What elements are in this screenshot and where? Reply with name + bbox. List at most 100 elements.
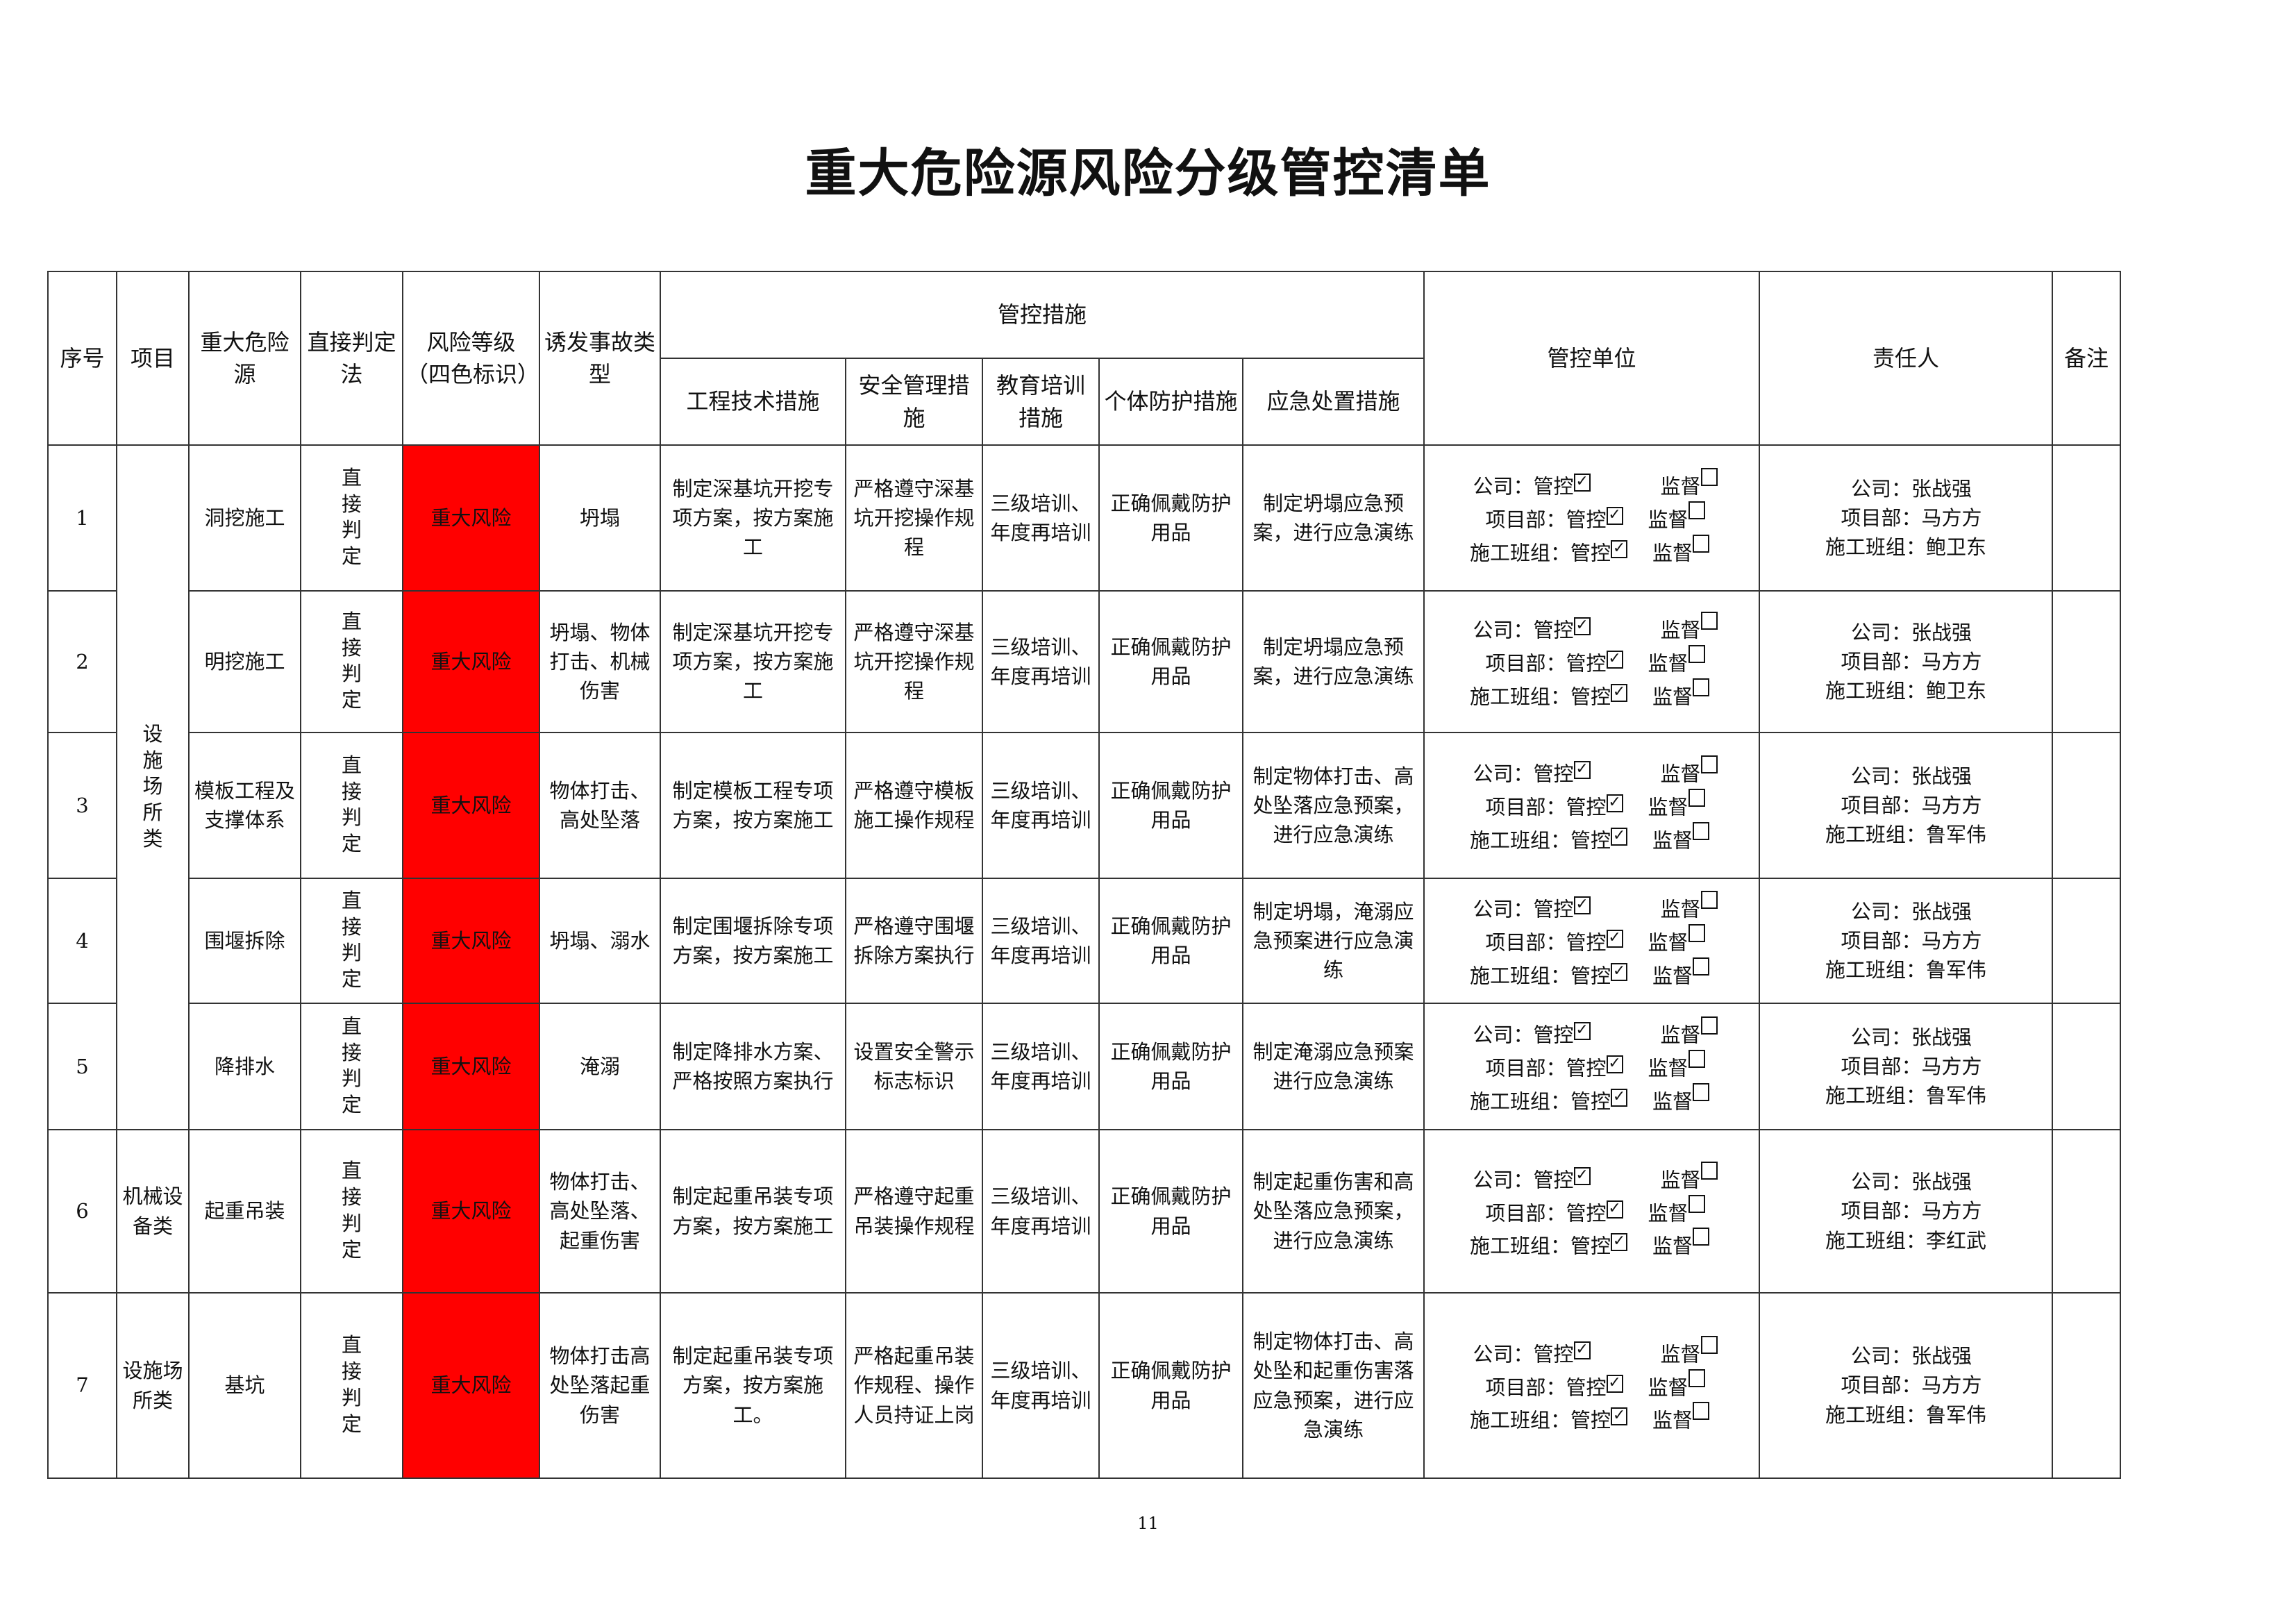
ppe-measure-cell: 正确佩戴防护用品 — [1098, 878, 1243, 1004]
supervise-label: 监督 — [1652, 541, 1693, 565]
supervise-checkbox[interactable] — [1693, 1402, 1710, 1421]
supervise-label: 监督 — [1660, 475, 1701, 499]
person-project: 项目部：马方方 — [1841, 649, 1982, 673]
supervise-checkbox[interactable] — [1700, 468, 1718, 487]
control-checkbox[interactable]: ✓ — [1606, 1374, 1623, 1393]
page-number: 11 — [1137, 1514, 1159, 1533]
remark-cell — [2052, 732, 2122, 879]
supervise-checkbox[interactable] — [1688, 924, 1705, 943]
method-cell: 直接判定 — [300, 732, 403, 879]
supervise-label: 监督 — [1652, 964, 1693, 988]
control-checkbox[interactable]: ✓ — [1611, 1407, 1628, 1426]
supervise-label: 监督 — [1652, 1089, 1693, 1114]
control-checkbox[interactable]: ✓ — [1606, 507, 1623, 526]
control-checkbox[interactable]: ✓ — [1611, 539, 1628, 558]
risk-level-cell: 重大风险 — [402, 1292, 540, 1479]
method-label: 直接判定 — [342, 888, 362, 991]
control-checkbox[interactable]: ✓ — [1611, 962, 1628, 981]
control-checkbox[interactable]: ✓ — [1611, 683, 1628, 702]
page-title: 重大危险源风险分级管控清单 — [805, 144, 1491, 203]
hazard-cell: 起重吊装 — [188, 1129, 301, 1294]
remark-cell — [2052, 1129, 2122, 1294]
supervise-checkbox[interactable] — [1688, 789, 1705, 807]
remark-cell — [2052, 444, 2122, 592]
control-label: 管控 — [1570, 1409, 1611, 1432]
supervise-checkbox[interactable] — [1688, 1368, 1705, 1387]
supervise-checkbox[interactable] — [1700, 755, 1718, 774]
supervise-label: 监督 — [1648, 508, 1689, 532]
control-checkbox[interactable]: ✓ — [1611, 1088, 1628, 1107]
table-row: 1 设施场所类 洞挖施工 直接判定 重大风险 坍塌 制定深基坑开挖专项方案，按方案施工 严格遵… — [47, 444, 2122, 1130]
control-checkbox[interactable]: ✓ — [1573, 474, 1591, 492]
supervise-checkbox[interactable] — [1693, 957, 1710, 976]
seq-cell: 7 — [47, 1292, 117, 1479]
control-label: 管控 — [1533, 898, 1574, 922]
supervise-checkbox[interactable] — [1700, 612, 1718, 630]
control-label: 管控 — [1533, 619, 1574, 643]
method-label: 直接判定 — [342, 1159, 362, 1262]
control-checkbox[interactable]: ✓ — [1606, 794, 1623, 813]
person-cell: 公司：张战强 项目部：马方方 施工班组：鲁军伟 — [1759, 878, 2054, 1004]
supervise-checkbox[interactable] — [1693, 678, 1710, 696]
control-checkbox[interactable]: ✓ — [1573, 1022, 1591, 1041]
supervise-label: 监督 — [1660, 1168, 1701, 1192]
supervise-checkbox[interactable] — [1693, 534, 1710, 553]
unit-line: 公司：管控 ✓ 监督 — [1427, 755, 1756, 789]
control-checkbox[interactable]: ✓ — [1611, 1233, 1628, 1252]
person-project: 项目部：马方方 — [1841, 1199, 1982, 1223]
person-cell: 公司：张战强 项目部：马方方 施工班组：鲁军伟 — [1759, 1003, 2054, 1130]
supervise-checkbox[interactable] — [1700, 891, 1718, 910]
seq-cell: 6 — [47, 1129, 117, 1294]
header-remark: 备注 — [2052, 271, 2122, 446]
control-checkbox[interactable]: ✓ — [1573, 1166, 1591, 1185]
supervise-label: 监督 — [1652, 1234, 1693, 1258]
control-checkbox[interactable]: ✓ — [1606, 930, 1623, 948]
control-checkbox[interactable]: ✓ — [1573, 1341, 1591, 1359]
hazard-cell: 明挖施工 — [188, 590, 301, 733]
supervise-checkbox[interactable] — [1688, 501, 1705, 520]
hazard-cell: 模板工程及支撑体系 — [188, 732, 301, 879]
control-checkbox[interactable]: ✓ — [1573, 617, 1591, 636]
supervise-checkbox[interactable] — [1693, 821, 1710, 840]
person-project: 项目部：马方方 — [1841, 1054, 1982, 1078]
control-checkbox[interactable]: ✓ — [1606, 651, 1623, 669]
unit-line: 项目部：管控 ✓ 监督 — [1427, 1050, 1756, 1083]
unit-label: 施工班组： — [1470, 1234, 1571, 1258]
method-label: 直接判定 — [342, 1014, 362, 1116]
table-row: 3 模板工程及支撑体系 直接判定 重大风险 物体打击、高处坠落 制定模板工程专项方案，按方… — [47, 732, 2122, 879]
supervise-checkbox[interactable] — [1700, 1335, 1718, 1354]
hazard-cell: 基坑 — [188, 1292, 301, 1479]
supervise-checkbox[interactable] — [1693, 1082, 1710, 1101]
person-company: 公司：张战强 — [1851, 1170, 1972, 1194]
header-measures: 管控措施 — [659, 271, 1425, 359]
control-checkbox[interactable]: ✓ — [1606, 1055, 1623, 1074]
method-cell: 直接判定 — [300, 1003, 403, 1130]
unit-cell: 公司：管控 ✓ 监督 项目部：管控 ✓ 监督 施工班组：管控 ✓ 监督 — [1423, 590, 1761, 733]
supervise-checkbox[interactable] — [1688, 645, 1705, 664]
method-label: 直接判定 — [342, 465, 362, 568]
supervise-checkbox[interactable] — [1693, 1228, 1710, 1246]
supervise-checkbox[interactable] — [1700, 1016, 1718, 1035]
person-project: 项目部：马方方 — [1841, 928, 1982, 953]
seq-cell: 5 — [47, 1003, 117, 1130]
supervise-checkbox[interactable] — [1700, 1161, 1718, 1180]
eng-measure-cell: 制定模板工程专项方案，按方案施工 — [660, 732, 846, 879]
unit-label: 公司： — [1473, 475, 1534, 499]
control-label: 管控 — [1533, 1023, 1574, 1048]
control-checkbox[interactable]: ✓ — [1573, 761, 1591, 780]
supervise-label: 监督 — [1648, 1056, 1689, 1080]
person-cell: 公司：张战强 项目部：马方方 施工班组：鲁军伟 — [1759, 1292, 2054, 1479]
person-cell: 公司：张战强 项目部：马方方 施工班组：鲍卫东 — [1759, 444, 2054, 592]
control-checkbox[interactable]: ✓ — [1611, 827, 1628, 846]
control-label: 管控 — [1570, 541, 1611, 565]
unit-label: 公司： — [1473, 898, 1534, 922]
supervise-label: 监督 — [1648, 1375, 1689, 1400]
control-checkbox[interactable]: ✓ — [1606, 1200, 1623, 1219]
supervise-checkbox[interactable] — [1688, 1050, 1705, 1069]
person-company: 公司：张战强 — [1851, 764, 1972, 788]
supervise-checkbox[interactable] — [1688, 1194, 1705, 1213]
eng-measure-cell: 制定降排水方案、严格按照方案执行 — [660, 1003, 846, 1130]
unit-label: 项目部： — [1485, 651, 1566, 676]
control-checkbox[interactable]: ✓ — [1573, 896, 1591, 915]
control-label: 管控 — [1570, 1089, 1611, 1114]
